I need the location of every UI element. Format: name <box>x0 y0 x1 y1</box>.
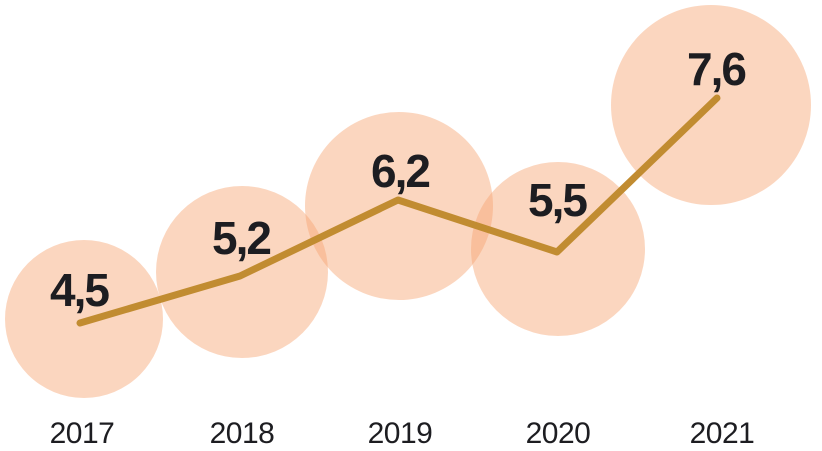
value-label-2018: 5,2 <box>212 212 272 264</box>
value-label-2021: 7,6 <box>687 43 747 95</box>
x-axis-label-2019: 2019 <box>367 417 433 450</box>
value-label-2020: 5,5 <box>528 174 588 226</box>
value-label-2019: 6,2 <box>371 145 431 197</box>
bubble-2019 <box>305 112 493 300</box>
x-axis-label-2017: 2017 <box>49 417 115 450</box>
x-axis-label-2018: 2018 <box>209 417 275 450</box>
x-axis-label-2021: 2021 <box>689 417 755 450</box>
trend-line <box>76 94 721 327</box>
x-axis-label-2020: 2020 <box>525 417 591 450</box>
value-label-2017: 4,5 <box>50 264 110 316</box>
